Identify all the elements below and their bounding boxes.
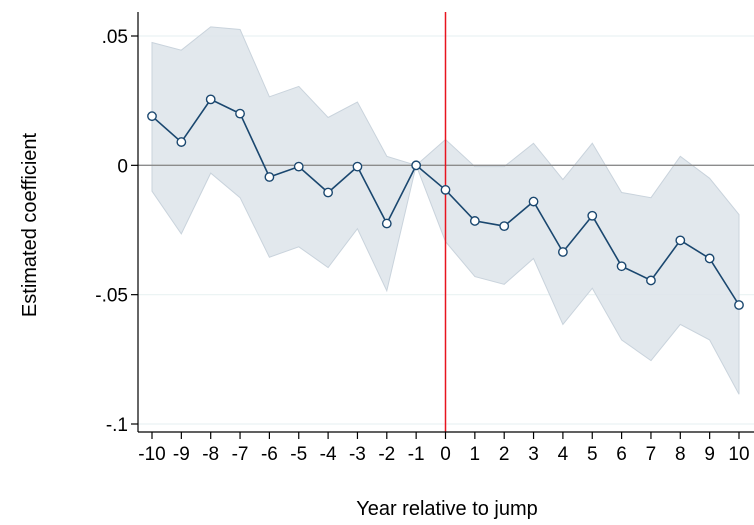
- x-tick-label-4: -6: [261, 444, 278, 465]
- y-tick-label-2: -.05: [95, 286, 128, 307]
- y-tick-label-1: 0: [117, 156, 128, 177]
- coefficient-point-6: [323, 187, 333, 198]
- x-tick-label-6: -4: [320, 444, 337, 465]
- x-tick-label-1: -9: [173, 444, 190, 465]
- x-tick-label-11: 1: [470, 444, 481, 465]
- coefficient-point-8: [381, 218, 392, 229]
- coefficient-point-11: [469, 216, 480, 226]
- y-axis-title: Estimated coefficient: [19, 132, 41, 317]
- axes: .050-.05-.1-10 -9 -8 -7 -6 -5 -4 -3 -2 -1 0 1 2 3 4 5 6 7…: [95, 12, 754, 465]
- x-tick-label-14: 4: [558, 444, 569, 465]
- x-axis-title: Year relative to jump: [356, 498, 538, 520]
- coefficient-point-12: [499, 221, 510, 232]
- coefficient-point-20: [734, 300, 744, 310]
- coefficient-point-9: [411, 160, 422, 171]
- x-tick-label-18: 8: [675, 444, 686, 465]
- x-tick-label-13: 3: [528, 444, 539, 465]
- coefficient-point-16: [616, 261, 627, 272]
- coefficient-point-2: [205, 94, 216, 105]
- coefficient-point-4: [264, 172, 275, 182]
- coefficient-point-15: [587, 210, 598, 221]
- x-tick-label-17: 7: [646, 444, 657, 465]
- x-tick-label-12: 2: [499, 444, 510, 465]
- reference-lines: [138, 12, 754, 432]
- coefficient-point-17: [646, 275, 656, 286]
- coefficient-point-3: [235, 108, 245, 119]
- x-tick-label-16: 6: [616, 444, 627, 465]
- x-tick-label-8: -2: [378, 444, 395, 465]
- coefficient-point-18: [675, 235, 686, 246]
- coefficient-point-14: [558, 247, 568, 257]
- coefficient-point-19: [704, 253, 715, 264]
- coefficient-point-7: [352, 161, 363, 172]
- coefficient-point-13: [528, 196, 539, 207]
- x-tick-label-19: 9: [704, 444, 715, 465]
- coefficient-point-0: [147, 111, 157, 122]
- x-tick-label-7: -3: [349, 444, 366, 465]
- x-tick-label-15: 5: [587, 444, 598, 465]
- x-tick-label-5: -5: [290, 444, 307, 465]
- x-tick-label-20: 10: [728, 444, 749, 465]
- x-tick-label-9: -1: [408, 444, 425, 465]
- coefficient-point-10: [440, 185, 451, 195]
- y-tick-label-0: .05: [102, 27, 128, 48]
- x-tick-label-2: -8: [202, 444, 219, 465]
- x-tick-label-10: 0: [440, 444, 451, 465]
- x-tick-label-3: -7: [232, 444, 249, 465]
- coefficient-point-5: [293, 161, 304, 172]
- x-tick-label-0: -10: [138, 444, 165, 465]
- coefficient-points: [147, 94, 744, 310]
- coefficient-point-1: [176, 137, 187, 147]
- y-tick-label-3: -.1: [106, 415, 128, 436]
